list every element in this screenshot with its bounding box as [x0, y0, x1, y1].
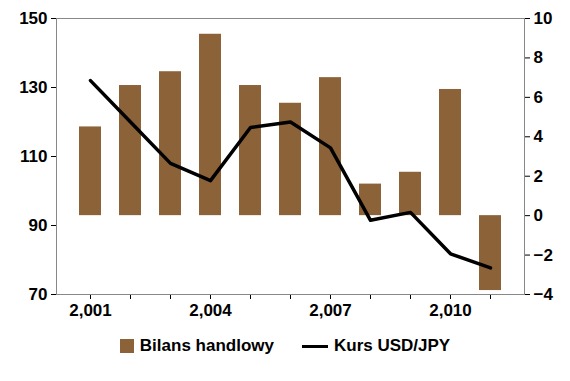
html-text:Kurs USD/JPY: Kurs USD/JPY: [334, 336, 451, 355]
svg-text:2,004: 2,004: [189, 301, 232, 320]
svg-text:4: 4: [534, 127, 544, 146]
html-text:Bilans handlowy: Bilans handlowy: [139, 336, 274, 355]
svg-text:−4: −4: [534, 285, 554, 304]
svg-text:2,010: 2,010: [429, 301, 472, 320]
svg-text:−2: −2: [534, 246, 553, 265]
svg-text:2,007: 2,007: [309, 301, 352, 320]
svg-text:8: 8: [534, 48, 543, 67]
svg-text:10: 10: [534, 9, 553, 28]
svg-text:6: 6: [534, 88, 543, 107]
svg-text:130: 130: [19, 78, 47, 97]
svg-text:90: 90: [29, 216, 48, 235]
svg-text:2,001: 2,001: [69, 301, 112, 320]
svg-text:0: 0: [534, 206, 543, 225]
svg-text:2: 2: [534, 167, 543, 186]
svg-text:150: 150: [19, 9, 47, 28]
svg-text:110: 110: [20, 147, 47, 166]
svg-text:70: 70: [29, 285, 48, 304]
